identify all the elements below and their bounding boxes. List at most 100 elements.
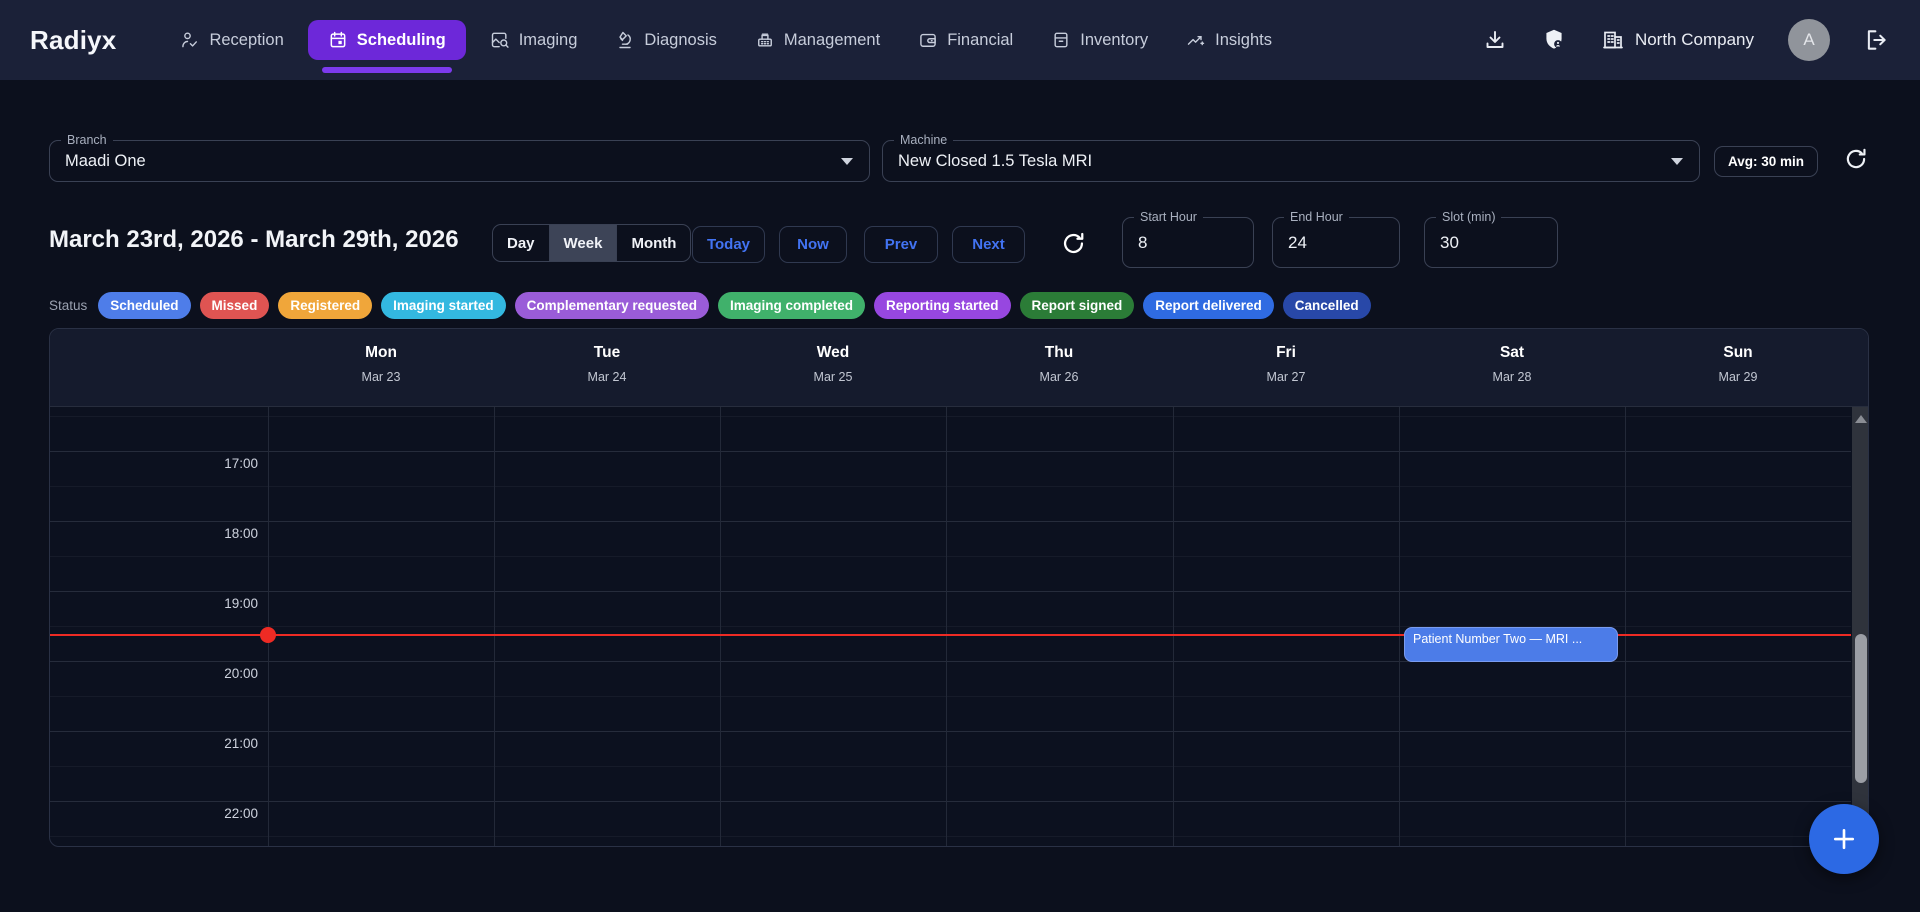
grid-column-line [1173,407,1174,847]
day-header-mon: Mon Mar 23 [268,329,494,407]
time-label: 21:00 [62,736,258,751]
wallet-icon [918,30,938,50]
grid-halfhour-line [50,486,1851,487]
now-button[interactable]: Now [779,226,847,263]
time-label: 18:00 [62,526,258,541]
grid-hour-line [50,801,1851,802]
branch-select[interactable]: Branch Maadi One [49,140,870,182]
time-label: 20:00 [62,666,258,681]
status-pill-report-delivered[interactable]: Report delivered [1143,292,1274,319]
avatar[interactable]: A [1788,19,1830,61]
app-logo: Radiyx [30,25,116,56]
nav-item-label: Inventory [1080,31,1148,50]
cash-register-icon [755,30,775,50]
machine-value: New Closed 1.5 Tesla MRI [898,141,1092,181]
current-time-dot [260,627,276,643]
shield-user-icon[interactable] [1541,27,1567,53]
next-button[interactable]: Next [952,226,1025,263]
view-mode-switcher: Day Week Month [492,224,691,262]
start-hour-field[interactable]: Start Hour [1122,217,1254,268]
status-pill-scheduled[interactable]: Scheduled [98,292,190,319]
slot-input[interactable] [1440,218,1546,267]
grid-column-line [494,407,495,847]
slot-field[interactable]: Slot (min) [1424,217,1558,268]
nav-item-imaging[interactable]: Imaging [476,20,592,60]
archive-box-icon [1051,30,1071,50]
time-label: 19:00 [62,596,258,611]
chevron-down-icon [1671,158,1683,165]
nav-item-scheduling[interactable]: Scheduling [308,20,466,60]
grid-halfhour-line [50,556,1851,557]
microscope-icon [615,30,635,50]
status-pill-report-signed[interactable]: Report signed [1020,292,1135,319]
chevron-down-icon [841,158,853,165]
date-range-heading: March 23rd, 2026 - March 29th, 2026 [49,226,459,254]
day-header-wed: Wed Mar 25 [720,329,946,407]
grid-column-line [720,407,721,847]
nav-item-inventory[interactable]: Inventory [1037,20,1162,60]
time-label: 17:00 [62,456,258,471]
nav-item-label: Imaging [519,31,578,50]
nav-item-label: Financial [947,31,1013,50]
grid-halfhour-line [50,836,1851,837]
building-icon [1601,28,1625,52]
day-header-sat: Sat Mar 28 [1399,329,1625,407]
grid-halfhour-line [50,696,1851,697]
status-pill-complementary-requested[interactable]: Complementary requested [515,292,709,319]
machine-select[interactable]: Machine New Closed 1.5 Tesla MRI [882,140,1700,182]
nav-item-diagnosis[interactable]: Diagnosis [601,20,730,60]
grid-halfhour-line [50,416,1851,417]
status-pill-registered[interactable]: Registered [278,292,372,319]
company-selector[interactable]: North Company [1601,28,1754,52]
navbar: Radiyx Reception Scheduling Imaging [0,0,1920,80]
status-legend: Status Scheduled Missed Registered Imagi… [49,292,1371,319]
nav-item-label: Diagnosis [644,31,716,50]
status-pill-reporting-started[interactable]: Reporting started [874,292,1011,319]
refresh-machines-icon[interactable] [1843,146,1869,172]
main-nav: Reception Scheduling Imaging Diagnosis [166,20,1286,60]
add-appointment-button[interactable] [1809,804,1879,874]
nav-item-label: Insights [1215,31,1272,50]
end-hour-input[interactable] [1288,218,1389,267]
appointment-event[interactable]: Patient Number Two — MRI ... [1404,627,1618,662]
status-pill-imaging-completed[interactable]: Imaging completed [718,292,865,319]
status-legend-label: Status [49,298,87,313]
view-month-button[interactable]: Month [616,225,690,261]
grid-halfhour-line [50,766,1851,767]
start-hour-input[interactable] [1138,218,1242,267]
calendar-icon [328,30,348,50]
trending-up-icon [1186,30,1206,50]
time-label: 22:00 [62,806,258,821]
nav-item-label: Management [784,31,880,50]
day-header-thu: Thu Mar 26 [946,329,1172,407]
day-header-tue: Tue Mar 24 [494,329,720,407]
scroll-up-arrow-icon[interactable] [1855,415,1867,423]
nav-item-label: Scheduling [357,31,446,50]
nav-item-management[interactable]: Management [741,20,894,60]
end-hour-field[interactable]: End Hour [1272,217,1400,268]
company-name: North Company [1635,30,1754,50]
status-pill-cancelled[interactable]: Cancelled [1283,292,1371,319]
refresh-calendar-icon[interactable] [1060,230,1087,257]
status-pill-imaging-started[interactable]: Imaging started [381,292,506,319]
status-pill-missed[interactable]: Missed [200,292,270,319]
today-button[interactable]: Today [692,226,765,263]
nav-item-financial[interactable]: Financial [904,20,1027,60]
nav-item-insights[interactable]: Insights [1172,20,1286,60]
grid-column-line [946,407,947,847]
prev-button[interactable]: Prev [864,226,938,263]
grid-hour-line [50,591,1851,592]
logout-icon[interactable] [1864,27,1890,53]
active-tab-underline [322,67,452,73]
nav-item-label: Reception [209,31,283,50]
calendar-scrollbar[interactable] [1852,407,1869,847]
scrollbar-thumb[interactable] [1855,634,1867,783]
calendar-grid[interactable]: 17:00 18:00 19:00 20:00 21:00 22:00 Pati… [50,407,1851,847]
grid-column-line [1625,407,1626,847]
nav-item-reception[interactable]: Reception [166,20,297,60]
download-icon[interactable] [1483,28,1507,52]
plus-icon [1829,824,1859,854]
view-day-button[interactable]: Day [493,225,549,261]
view-week-button[interactable]: Week [549,225,617,261]
grid-hour-line [50,731,1851,732]
